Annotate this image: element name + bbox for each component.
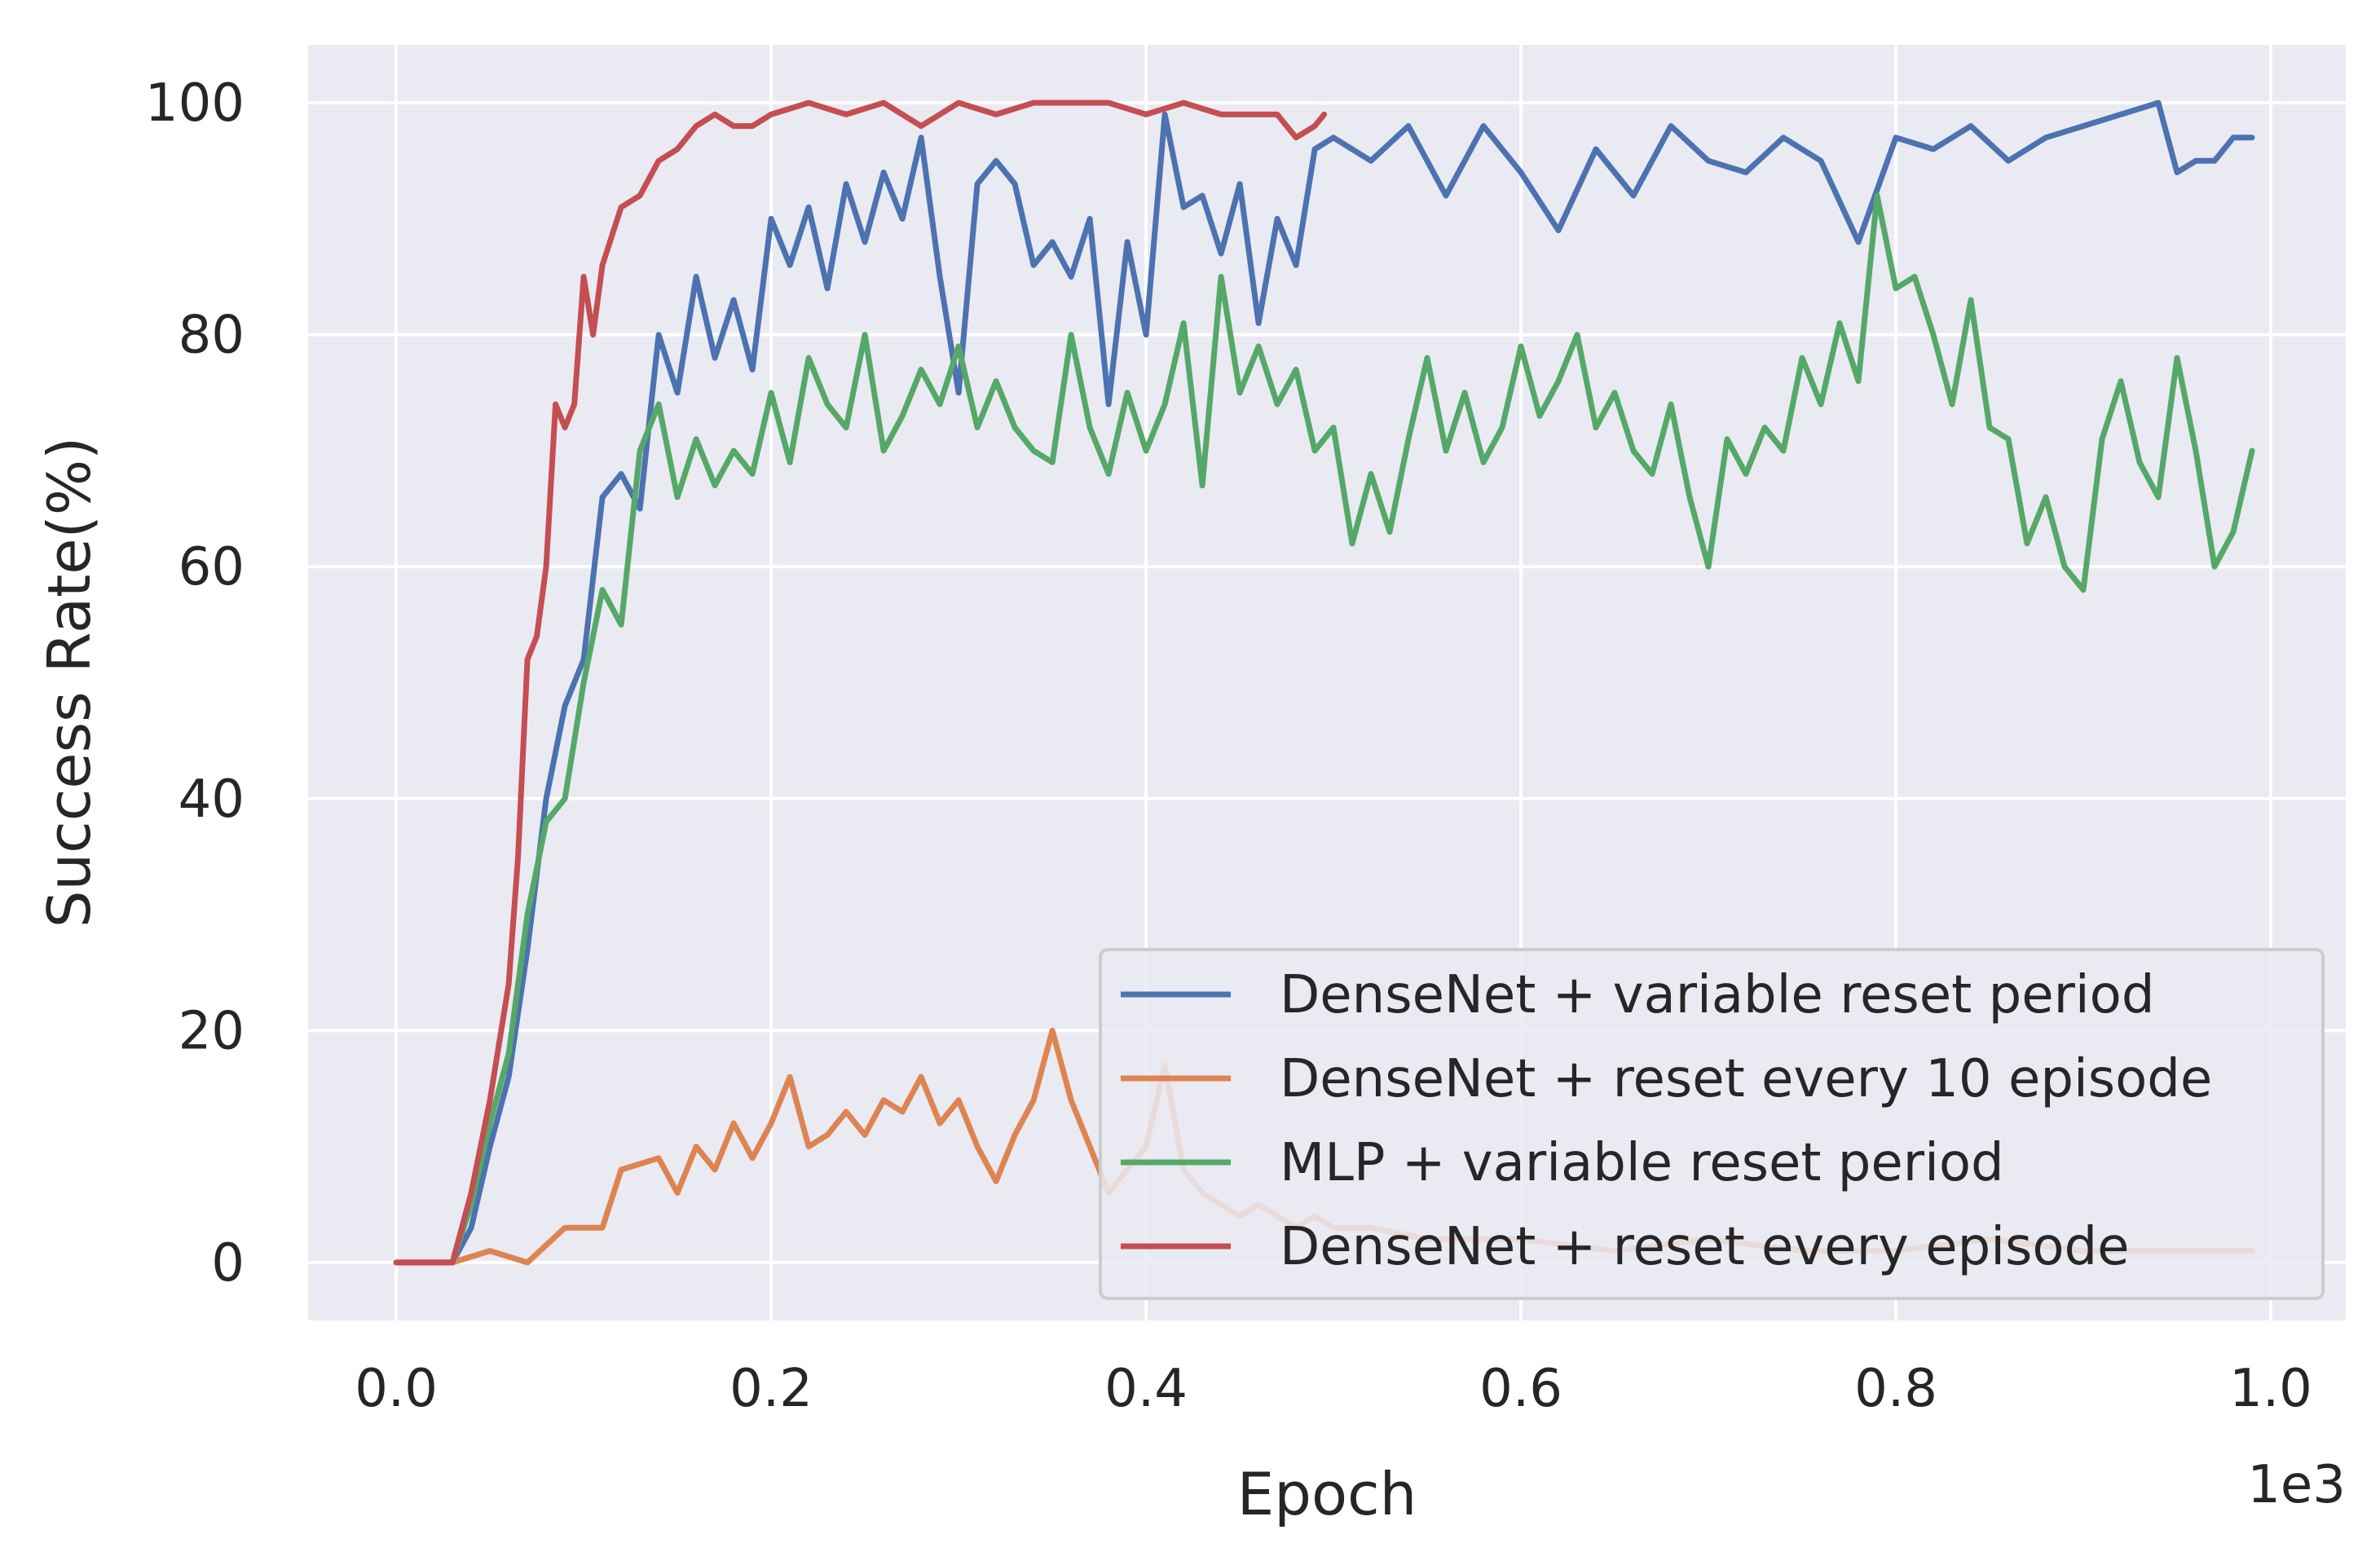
legend-box xyxy=(1099,948,2325,1300)
y-axis-label: Success Rate(%) xyxy=(35,437,104,928)
y-tick-label: 100 xyxy=(145,73,245,134)
legend-label: DenseNet + variable reset period xyxy=(1280,965,2154,1025)
x-tick-label: 0.2 xyxy=(729,1359,813,1419)
legend-label: DenseNet + reset every episode xyxy=(1280,1217,2129,1277)
x-tick-label: 0.6 xyxy=(1479,1359,1562,1419)
y-tick-label: 60 xyxy=(178,537,245,597)
x-tick-label: 1.0 xyxy=(2229,1359,2312,1419)
y-tick-label: 80 xyxy=(178,306,245,366)
y-tick-label: 40 xyxy=(178,769,245,830)
series-line xyxy=(393,99,2255,1266)
x-tick-label: 0.4 xyxy=(1104,1359,1188,1419)
series-line xyxy=(393,192,2255,1266)
series-line xyxy=(393,99,1328,1266)
x-tick-label: 0.8 xyxy=(1854,1359,1937,1419)
legend-label: DenseNet + reset every 10 episode xyxy=(1280,1049,2212,1109)
legend: DenseNet + variable reset period DenseNet… xyxy=(1099,948,2325,1300)
y-tick-label: 20 xyxy=(178,1001,245,1061)
y-tick-label: 0 xyxy=(211,1233,245,1294)
grid-lines xyxy=(308,45,2346,1320)
tick-labels: 0.0 0.2 0.4 0.6 0.8 1.0 0 20 40 60 80 100 xyxy=(145,73,2312,1419)
x-tick-label: 0.0 xyxy=(355,1359,438,1419)
legend-label: MLP + variable reset period xyxy=(1280,1133,2004,1193)
x-axis-offset-label: 1e3 xyxy=(2247,1455,2346,1515)
x-axis-label: Epoch xyxy=(1237,1460,1417,1528)
